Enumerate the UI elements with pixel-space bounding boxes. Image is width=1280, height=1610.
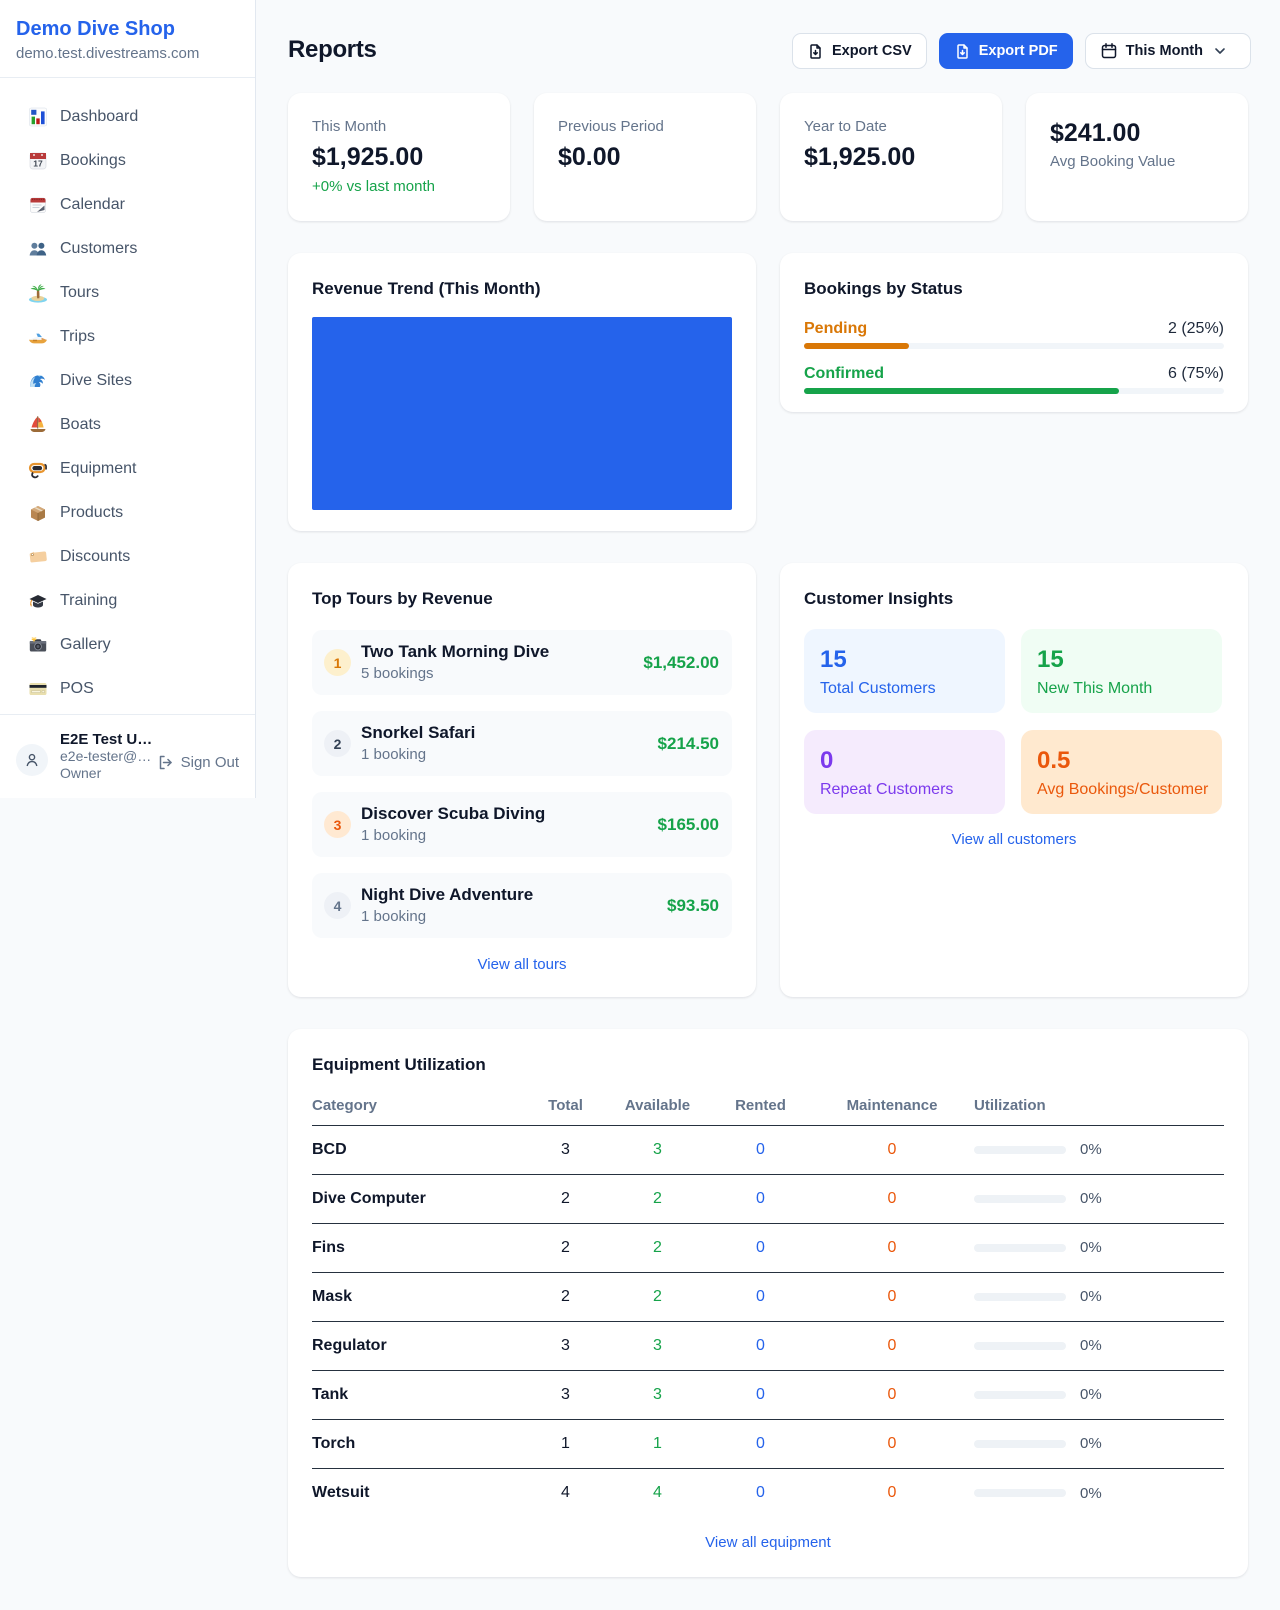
svg-text:17: 17 (33, 159, 43, 169)
